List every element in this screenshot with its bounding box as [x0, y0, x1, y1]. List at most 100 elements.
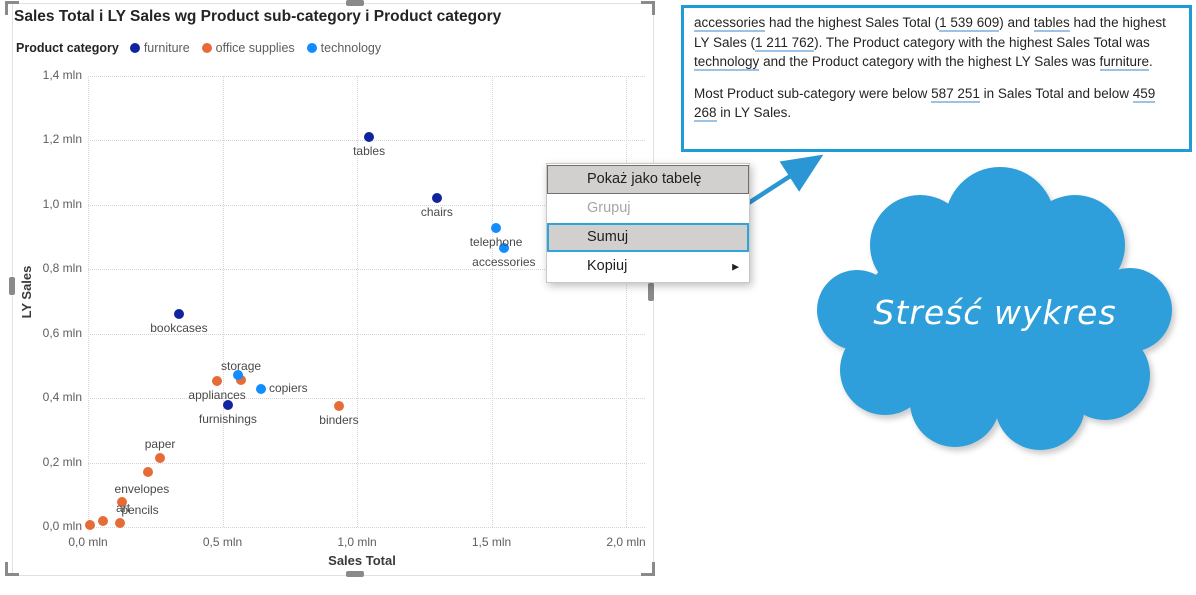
menu-item-grupuj[interactable]: Grupuj: [547, 194, 749, 223]
legend-item-label: office supplies: [215, 41, 295, 55]
x-axis-tick-label: 1,5 mln: [471, 535, 512, 549]
narrative-text: ) and: [999, 15, 1034, 30]
chart-title: Sales Total i LY Sales wg Product sub-ca…: [14, 8, 502, 25]
data-point-telephone[interactable]: [491, 222, 502, 233]
data-point-label: paper: [144, 437, 176, 452]
legend-item-furniture[interactable]: furniture: [129, 41, 190, 55]
data-point-copiers[interactable]: [255, 384, 266, 395]
data-point-accessories[interactable]: [498, 242, 509, 253]
narrative-dynamic-value[interactable]: furniture: [1099, 54, 1150, 71]
data-point-unlabeled[interactable]: [233, 370, 244, 381]
menu-item-label: Sumuj: [587, 229, 629, 245]
narrative-dynamic-value[interactable]: accessories: [694, 15, 766, 32]
menu-item-kopiuj[interactable]: Kopiuj ▶: [547, 252, 749, 281]
data-point-unlabeled[interactable]: [142, 467, 153, 478]
x-axis-tick-label: 1,0 mln: [337, 535, 377, 549]
legend-title: Product category: [16, 41, 119, 55]
grid-line-horizontal: [88, 462, 645, 464]
x-axis-tick-label: 2,0 mln: [606, 535, 646, 549]
y-axis-tick-label: 0,4 mln: [42, 390, 82, 405]
data-point-label: telephone: [469, 234, 523, 249]
data-point-furnishings[interactable]: [222, 400, 233, 411]
narrative-text: had the highest Sales Total (: [765, 15, 940, 30]
data-point-label: furnishings: [198, 412, 257, 427]
annotation-arrow: [742, 154, 824, 208]
scatter-chart-visual[interactable]: [12, 3, 654, 576]
data-point-label: envelopes: [114, 481, 170, 496]
context-menu: Pokaż jako tabelę Grupuj Sumuj Kopiuj ▶: [546, 163, 750, 283]
menu-item-label: Kopiuj: [587, 258, 628, 274]
resize-corner-top-right[interactable]: [641, 1, 655, 15]
data-point-label: chairs: [420, 204, 453, 219]
menu-item-poka-jako-tabel-[interactable]: Pokaż jako tabelę: [547, 165, 749, 194]
y-axis-tick-label: 0,6 mln: [42, 325, 82, 340]
resize-handle-right[interactable]: [648, 283, 654, 301]
data-point-label: appliances: [188, 388, 246, 403]
grid-line-horizontal: [88, 398, 645, 400]
data-point-tables[interactable]: [364, 131, 375, 142]
data-point-pencils[interactable]: [115, 518, 125, 529]
resize-corner-bottom-left[interactable]: [5, 562, 19, 576]
data-point-label: tables: [353, 143, 386, 158]
narrative-text: ). The Product category with the highest…: [814, 34, 1150, 50]
resize-handle-bottom[interactable]: [346, 571, 364, 577]
narrative-text: .: [1149, 54, 1153, 69]
data-point-label: copiers: [268, 381, 308, 396]
x-axis-title: Sales Total: [328, 553, 396, 568]
data-point-label: storage: [221, 359, 262, 374]
data-point-label: bookcases: [150, 321, 208, 336]
grid-line-vertical: [222, 76, 224, 527]
grid-line-horizontal: [88, 527, 645, 528]
grid-line-vertical: [626, 76, 627, 527]
legend-color-dot: [201, 43, 212, 53]
x-axis-tick-label: 0,5 mln: [202, 535, 243, 549]
data-point-storage[interactable]: [236, 375, 247, 386]
narrative-dynamic-value[interactable]: tables: [1033, 15, 1070, 32]
resize-handle-left[interactable]: [9, 277, 15, 295]
data-point-label: art: [116, 500, 131, 515]
resize-corner-top-left[interactable]: [5, 1, 19, 15]
y-axis-tick-label: 0,2 mln: [42, 454, 82, 469]
grid-line-horizontal: [88, 76, 645, 77]
resize-handle-top[interactable]: [346, 0, 364, 6]
data-point-chairs[interactable]: [431, 192, 442, 203]
y-axis-tick-label: 0,8 mln: [42, 261, 82, 276]
y-axis-tick-label: 1,4 mln: [42, 68, 82, 82]
legend-items: furniture office supplies technology: [129, 41, 382, 55]
data-point-appliances[interactable]: [212, 376, 223, 387]
data-point-bookcases[interactable]: [173, 309, 184, 320]
legend-item-technology[interactable]: technology: [306, 41, 382, 55]
narrative-dynamic-value[interactable]: 587 251: [931, 85, 980, 103]
grid-line-horizontal: [88, 269, 645, 271]
legend-color-dot: [129, 43, 140, 53]
narrative-text: in LY Sales.: [716, 105, 792, 120]
data-point-unlabeled[interactable]: [84, 520, 95, 531]
menu-item-label: Grupuj: [587, 200, 631, 216]
narrative-dynamic-value[interactable]: technology: [694, 54, 760, 71]
data-point-label: accessories: [472, 254, 536, 269]
data-point-art[interactable]: [98, 515, 109, 526]
narrative-text: in Sales Total and below: [979, 85, 1133, 101]
data-point-label: pencils: [121, 503, 159, 518]
submenu-arrow-icon: ▶: [732, 261, 739, 271]
data-point-label: binders: [319, 413, 359, 428]
narrative-dynamic-value[interactable]: 1 211 762: [755, 34, 815, 52]
resize-corner-bottom-right[interactable]: [641, 562, 655, 576]
legend-color-dot: [306, 43, 317, 53]
legend-item-label: technology: [320, 41, 382, 55]
narrative-text: Most Product sub-category were below: [694, 85, 932, 101]
narrative-dynamic-value[interactable]: 459 268: [694, 85, 1156, 122]
narrative-paragraph: accessories had the highest Sales Total …: [694, 13, 1179, 72]
data-point-envelopes[interactable]: [116, 496, 127, 507]
menu-item-sumuj[interactable]: Sumuj: [547, 223, 749, 252]
smart-narrative-box[interactable]: accessories had the highest Sales Total …: [681, 5, 1192, 152]
narrative-text: had the highest LY Sales (: [694, 15, 1166, 50]
narrative-dynamic-value[interactable]: 1 539 609: [939, 15, 1000, 32]
data-point-paper[interactable]: [155, 453, 166, 464]
legend-item-office-supplies[interactable]: office supplies: [201, 41, 295, 55]
narrative-paragraph: Most Product sub-category were below 587…: [694, 84, 1179, 123]
x-axis-tick-label: 0,0 mln: [68, 535, 108, 549]
data-point-binders[interactable]: [333, 401, 344, 412]
